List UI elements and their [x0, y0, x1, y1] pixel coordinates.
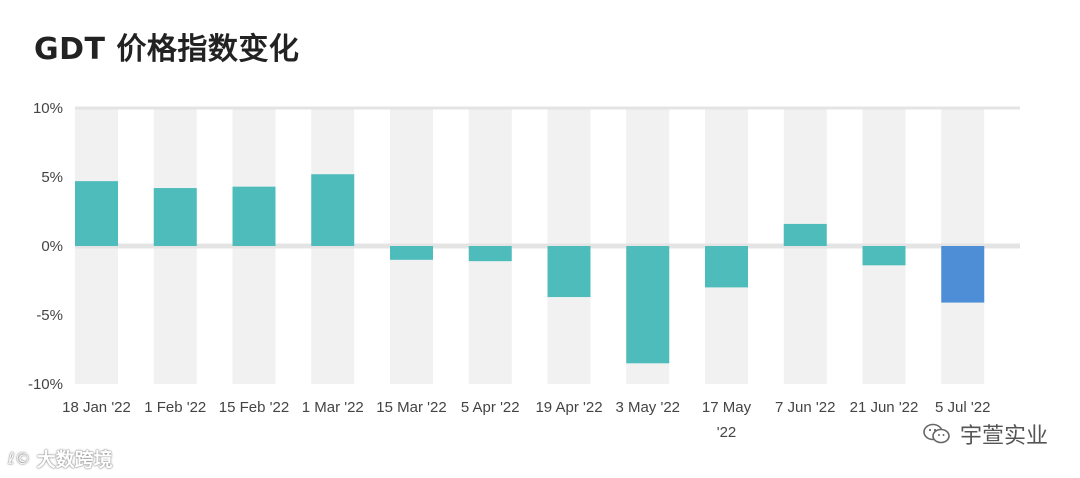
watermark-dashukuajing: ℓ© 大数跨境: [8, 445, 113, 472]
bar-1: [75, 181, 118, 246]
watermark-left-text: 大数跨境: [36, 449, 113, 471]
x-tick-label: 3 May '22: [615, 399, 680, 416]
y-axis: 10% 5% 0% -5% -10%: [28, 100, 63, 393]
x-tick-label: 1 Feb '22: [144, 399, 206, 416]
bar-7: [547, 246, 591, 298]
x-tick-label: 21 Jun '22: [850, 399, 919, 416]
bar-5: [390, 246, 433, 260]
watermark-yuxuan: 宇萱实业: [922, 418, 1048, 450]
bars: [75, 174, 985, 364]
bar-9: [705, 246, 748, 288]
bar-8: [626, 246, 670, 364]
bar-12: [941, 246, 985, 303]
x-tick-label: 5 Apr '22: [461, 399, 520, 416]
y-tick-label: 0%: [41, 238, 63, 255]
watermark-right-text: 宇萱实业: [959, 424, 1048, 449]
bar-11: [862, 246, 906, 266]
x-tick-label: '22: [717, 424, 737, 441]
wechat-icon: [922, 422, 952, 446]
x-tick-label: 7 Jun '22: [775, 399, 835, 416]
y-tick-label: 5%: [41, 169, 63, 186]
dashukuajing-logo-icon: ℓ©: [8, 449, 31, 468]
bar-10: [783, 223, 827, 246]
x-tick-label: 18 Jan '22: [62, 399, 131, 416]
x-tick-label: 19 Apr '22: [535, 399, 602, 416]
y-tick-label: -10%: [28, 376, 63, 393]
chart-title: GDT 价格指数变化: [34, 32, 300, 67]
y-tick-label: 10%: [33, 100, 63, 117]
x-tick-label: 17 May: [702, 399, 752, 416]
x-tick-label: 15 Mar '22: [376, 399, 446, 416]
x-tick-label: 15 Feb '22: [219, 399, 289, 416]
bar-2: [153, 188, 197, 246]
bar-6: [468, 246, 512, 262]
y-tick-label: -5%: [36, 307, 63, 324]
x-tick-label: 5 Jul '22: [935, 399, 990, 416]
x-axis: 18 Jan '22 1 Feb '22 15 Feb '22 1 Mar '22 15…: [62, 399, 990, 441]
x-tick-label: 1 Mar '22: [302, 399, 364, 416]
bar-4: [311, 174, 355, 246]
bar-3: [232, 186, 276, 246]
